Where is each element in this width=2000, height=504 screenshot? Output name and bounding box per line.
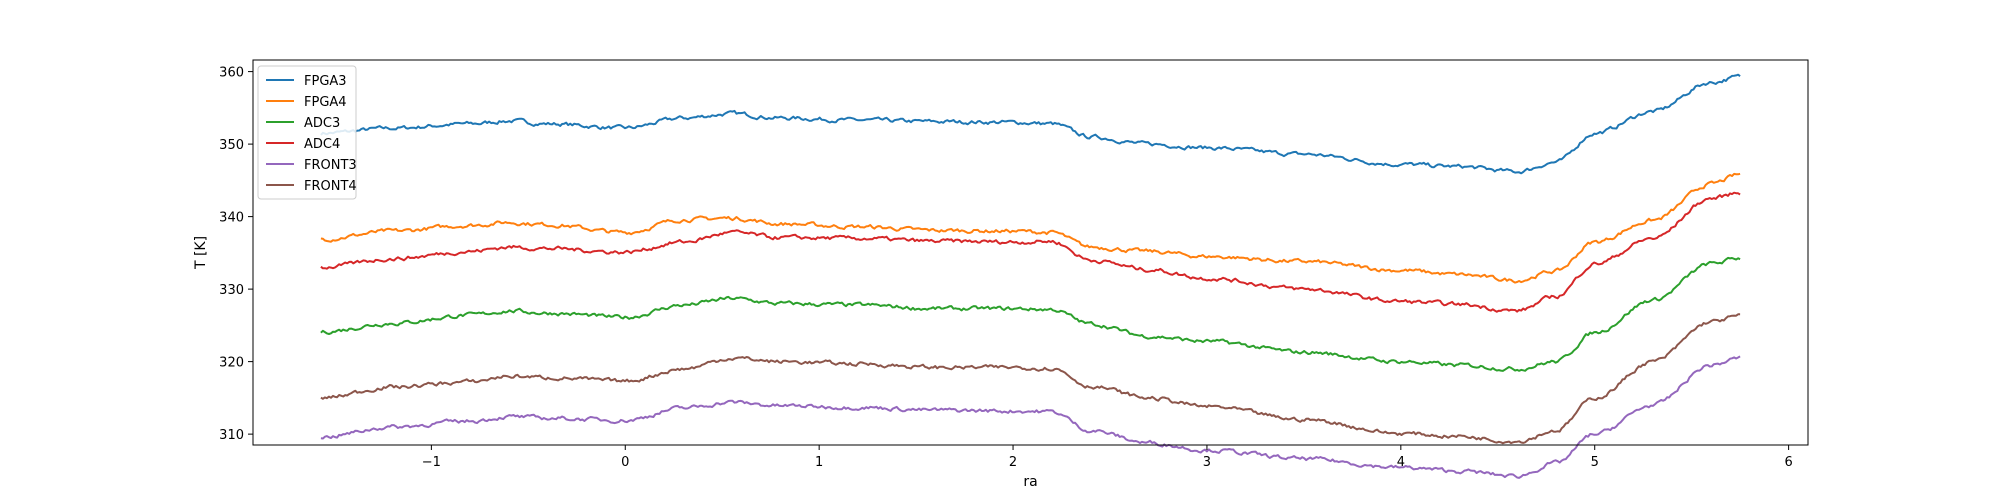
plot-frame <box>252 59 1809 446</box>
x-tick-label: 3 <box>1203 455 1211 470</box>
x-axis-label: ra <box>1023 474 1037 490</box>
series-layer <box>320 73 1741 479</box>
x-tick-label: 4 <box>1397 455 1405 470</box>
y-tick-label: 340 <box>219 211 244 226</box>
series-line-front3 <box>320 355 1741 479</box>
legend-box <box>257 65 357 200</box>
x-axis: −1 0 1 2 3 4 5 6 <box>422 445 1793 470</box>
x-tick-label: 1 <box>815 455 823 470</box>
x-tick-label: 0 <box>621 455 629 470</box>
legend-label-front3: FRONT3 <box>304 158 357 173</box>
legend-label-front4: FRONT4 <box>304 179 357 194</box>
legend-label-fpga3: FPGA3 <box>304 74 347 89</box>
y-axis-label: T [K] <box>193 236 209 270</box>
y-tick-label: 360 <box>219 66 244 81</box>
series-line-adc3 <box>320 256 1741 372</box>
series-line-front4 <box>320 313 1741 445</box>
series-line-fpga3 <box>320 73 1741 175</box>
series-line-adc4 <box>320 191 1741 313</box>
legend-label-adc3: ADC3 <box>304 116 340 131</box>
y-tick-label: 350 <box>219 138 244 153</box>
x-tick-label: 5 <box>1591 455 1599 470</box>
y-axis: 310 320 330 340 350 360 <box>219 66 253 443</box>
series-line-fpga4 <box>320 172 1741 284</box>
y-tick-label: 320 <box>219 356 244 371</box>
x-tick-label: 6 <box>1784 455 1792 470</box>
legend: FPGA3 FPGA4 ADC3 ADC4 FRONT3 FRONT4 <box>257 65 357 200</box>
legend-label-adc4: ADC4 <box>304 137 340 152</box>
x-tick-label: 2 <box>1009 455 1017 470</box>
legend-label-fpga4: FPGA4 <box>304 95 347 110</box>
x-tick-label: −1 <box>422 455 441 470</box>
y-tick-label: 330 <box>219 283 244 298</box>
y-tick-label: 310 <box>219 428 244 443</box>
